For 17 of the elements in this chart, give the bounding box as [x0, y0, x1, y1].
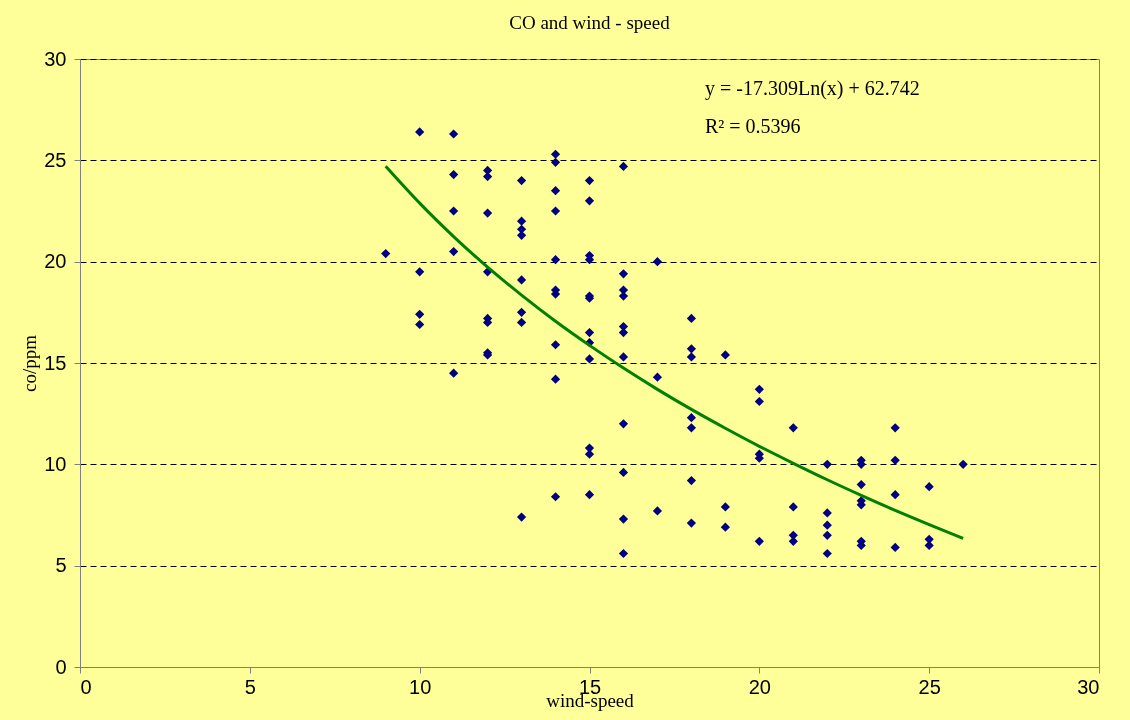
x-tick-label: 0 [80, 675, 92, 698]
chart-title: CO and wind - speed [509, 12, 671, 33]
y-tick-label: 25 [44, 148, 67, 171]
y-axis-title: co/ppm [19, 334, 41, 392]
x-tick-label: 30 [1077, 675, 1100, 698]
x-tick-label: 10 [409, 675, 432, 698]
annotation: y = -17.309Ln(x) + 62.742 [705, 77, 920, 100]
x-tick-label: 5 [244, 675, 256, 698]
y-tick-label: 20 [44, 250, 67, 273]
y-tick-label: 10 [44, 452, 67, 475]
annotation: R² = 0.5396 [705, 115, 801, 137]
y-tick-label: 15 [44, 351, 67, 374]
x-tick-label: 20 [748, 675, 771, 698]
y-tick-label: 30 [44, 47, 67, 70]
x-tick-label: 25 [918, 675, 941, 698]
y-tick-label: 5 [55, 554, 67, 577]
y-tick-label: 0 [55, 655, 67, 678]
